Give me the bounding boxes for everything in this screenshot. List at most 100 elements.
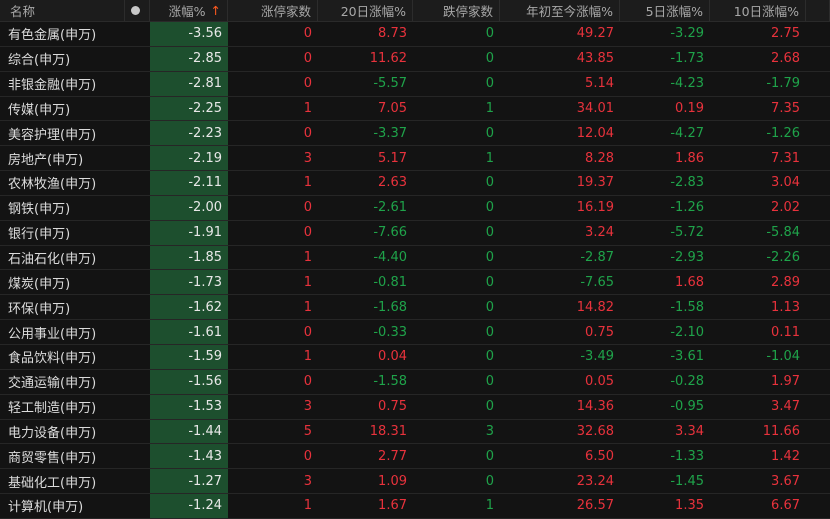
table-row[interactable]: 钢铁(申万) -2.00 0 -2.61 0 16.19 -1.26 2.02 [0, 195, 830, 221]
cell-empty [125, 196, 150, 220]
header-dot[interactable] [125, 0, 150, 21]
cell-change: -1.27 [150, 469, 228, 494]
cell-d5: -1.73 [670, 51, 704, 67]
cell-empty [125, 221, 150, 245]
table-row[interactable]: 基础化工(申万) -1.27 3 1.09 0 23.24 -1.45 3.67 [0, 469, 830, 495]
cell-name: 钢铁(申万) [8, 202, 71, 218]
cell-limit-down: 0 [485, 349, 494, 365]
cell-d20: 8.73 [378, 26, 407, 42]
cell-empty [125, 270, 150, 294]
cell-empty [806, 97, 830, 121]
cell-change: -2.19 [150, 146, 228, 171]
table-row[interactable]: 有色金属(申万) -3.56 0 8.73 0 49.27 -3.29 2.75 [0, 22, 830, 47]
table-row[interactable]: 煤炭(申万) -1.73 1 -0.81 0 -7.65 1.68 2.89 [0, 270, 830, 296]
header-ytd[interactable]: 年初至今涨幅% [500, 0, 620, 21]
table-row[interactable]: 商贸零售(申万) -1.43 0 2.77 0 6.50 -1.33 1.42 [0, 444, 830, 470]
cell-empty [806, 221, 830, 245]
table-body: 有色金属(申万) -3.56 0 8.73 0 49.27 -3.29 2.75 综合(申万) -… [0, 22, 830, 519]
header-d5[interactable]: 5日涨幅% [620, 0, 710, 21]
table-row[interactable]: 银行(申万) -1.91 0 -7.66 0 3.24 -5.72 -5.84 [0, 220, 830, 246]
table-row[interactable]: 传媒(申万) -2.25 1 7.05 1 34.01 0.19 7.35 [0, 96, 830, 122]
cell-limit-down: 0 [485, 225, 494, 241]
cell-empty [125, 121, 150, 145]
header-name[interactable]: 名称 [0, 0, 125, 21]
cell-d5: -5.72 [670, 225, 704, 241]
table-row[interactable]: 石油石化(申万) -1.85 1 -4.40 0 -2.87 -2.93 -2.26 [0, 245, 830, 271]
cell-d5: -0.95 [670, 399, 704, 415]
dot-icon [131, 6, 140, 15]
cell-d10: 2.75 [771, 26, 800, 42]
cell-d10: -1.04 [766, 349, 800, 365]
table-row[interactable]: 环保(申万) -1.62 1 -1.68 0 14.82 -1.58 1.13 [0, 295, 830, 321]
cell-d5: -2.83 [670, 175, 704, 191]
header-change[interactable]: 涨幅% ↑ [150, 0, 228, 21]
cell-limit-down: 0 [485, 200, 494, 216]
cell-empty [806, 420, 830, 444]
cell-ytd: 16.19 [576, 200, 614, 216]
cell-empty [125, 420, 150, 444]
cell-d10: -1.79 [766, 76, 800, 92]
cell-limit-up: 0 [303, 200, 312, 216]
cell-limit-down: 0 [485, 175, 494, 191]
table-row[interactable]: 轻工制造(申万) -1.53 3 0.75 0 14.36 -0.95 3.47 [0, 394, 830, 420]
cell-d20: -2.61 [373, 200, 407, 216]
table-row[interactable]: 农林牧渔(申万) -2.11 1 2.63 0 19.37 -2.83 3.04 [0, 171, 830, 196]
cell-limit-down: 0 [485, 51, 494, 67]
header-d10[interactable]: 10日涨幅% [710, 0, 806, 21]
table-row[interactable]: 综合(申万) -2.85 0 11.62 0 43.85 -1.73 2.68 [0, 46, 830, 72]
cell-limit-down: 0 [485, 250, 494, 266]
cell-empty [806, 121, 830, 145]
table-row[interactable]: 公用事业(申万) -1.61 0 -0.33 0 0.75 -2.10 0.11 [0, 320, 830, 345]
cell-ytd: -7.65 [580, 274, 614, 290]
table-row[interactable]: 电力设备(申万) -1.44 5 18.31 3 32.68 3.34 11.66 [0, 419, 830, 445]
cell-change: -1.85 [150, 245, 228, 270]
cell-d20: 2.63 [378, 175, 407, 191]
header-limit-down[interactable]: 跌停家数 [413, 0, 500, 21]
cell-empty [125, 146, 150, 170]
cell-empty [125, 22, 150, 46]
cell-name: 石油石化(申万) [8, 252, 97, 268]
header-d20[interactable]: 20日涨幅% [318, 0, 413, 21]
cell-change: -1.53 [150, 394, 228, 419]
table-row[interactable]: 计算机(申万) -1.24 1 1.67 1 26.57 1.35 6.67 [0, 494, 830, 519]
cell-limit-up: 1 [303, 299, 312, 315]
cell-change: -1.59 [150, 344, 228, 369]
cell-change: -2.11 [150, 171, 228, 195]
cell-change: -1.91 [150, 220, 228, 245]
cell-name: 交通运输(申万) [8, 376, 97, 392]
cell-name: 环保(申万) [8, 301, 71, 317]
cell-ytd: 0.75 [585, 324, 614, 340]
cell-limit-down: 1 [485, 150, 494, 166]
cell-change: -1.73 [150, 270, 228, 295]
cell-d20: -3.37 [373, 125, 407, 141]
cell-empty [125, 444, 150, 468]
cell-ytd: 49.27 [576, 26, 614, 42]
cell-ytd: 3.24 [585, 225, 614, 241]
cell-d5: -1.45 [670, 473, 704, 489]
table-row[interactable]: 非银金融(申万) -2.81 0 -5.57 0 5.14 -4.23 -1.79 [0, 71, 830, 97]
table-row[interactable]: 食品饮料(申万) -1.59 1 0.04 0 -3.49 -3.61 -1.04 [0, 344, 830, 370]
cell-d10: 1.42 [771, 448, 800, 464]
cell-d10: 3.47 [771, 399, 800, 415]
cell-d20: 18.31 [369, 423, 407, 439]
cell-d5: -4.23 [670, 76, 704, 92]
cell-d5: -2.93 [670, 250, 704, 266]
cell-d10: -2.26 [766, 250, 800, 266]
cell-empty [806, 345, 830, 369]
table-row[interactable]: 美容护理(申万) -2.23 0 -3.37 0 12.04 -4.27 -1.26 [0, 121, 830, 147]
cell-empty [125, 469, 150, 493]
cell-limit-down: 0 [485, 299, 494, 315]
table-row[interactable]: 交通运输(申万) -1.56 0 -1.58 0 0.05 -0.28 1.97 [0, 369, 830, 395]
cell-limit-up: 3 [303, 150, 312, 166]
header-limit-up[interactable]: 涨停家数 [228, 0, 318, 21]
cell-change: -1.56 [150, 369, 228, 394]
cell-empty [806, 246, 830, 270]
cell-d20: 0.75 [378, 399, 407, 415]
cell-empty [125, 171, 150, 195]
cell-limit-down: 1 [485, 498, 494, 514]
cell-empty [806, 270, 830, 294]
cell-limit-up: 1 [303, 274, 312, 290]
cell-name: 基础化工(申万) [8, 475, 97, 491]
table-row[interactable]: 房地产(申万) -2.19 3 5.17 1 8.28 1.86 7.31 [0, 146, 830, 172]
cell-d5: -3.29 [670, 26, 704, 42]
